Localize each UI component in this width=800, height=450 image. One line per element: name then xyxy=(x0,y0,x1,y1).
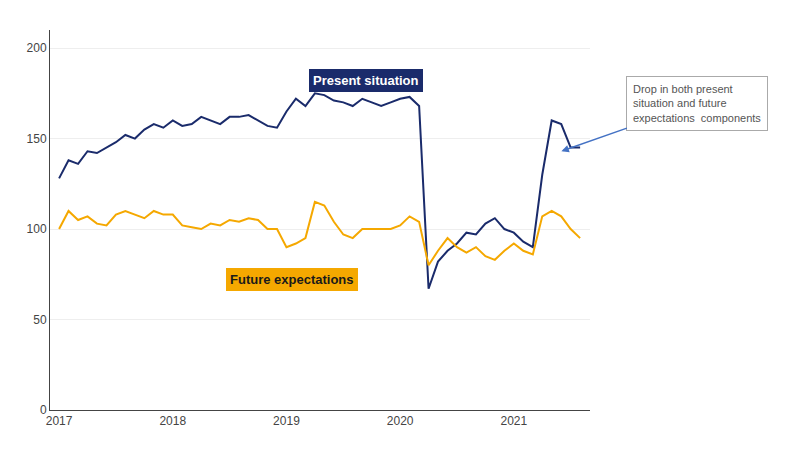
svg-text:200: 200 xyxy=(27,41,47,55)
svg-text:2020: 2020 xyxy=(387,414,414,428)
svg-text:Future expectations: Future expectations xyxy=(230,272,354,287)
svg-text:50: 50 xyxy=(33,313,47,327)
svg-text:2021: 2021 xyxy=(500,414,527,428)
svg-text:2019: 2019 xyxy=(273,414,300,428)
svg-text:150: 150 xyxy=(27,132,47,146)
svg-text:Present situation: Present situation xyxy=(313,73,419,88)
svg-text:2018: 2018 xyxy=(159,414,186,428)
svg-text:2017: 2017 xyxy=(46,414,73,428)
svg-text:100: 100 xyxy=(27,222,47,236)
svg-text:0: 0 xyxy=(40,403,47,417)
svg-text:Drop in both presentsituation: Drop in both presentsituation and future… xyxy=(633,83,761,124)
